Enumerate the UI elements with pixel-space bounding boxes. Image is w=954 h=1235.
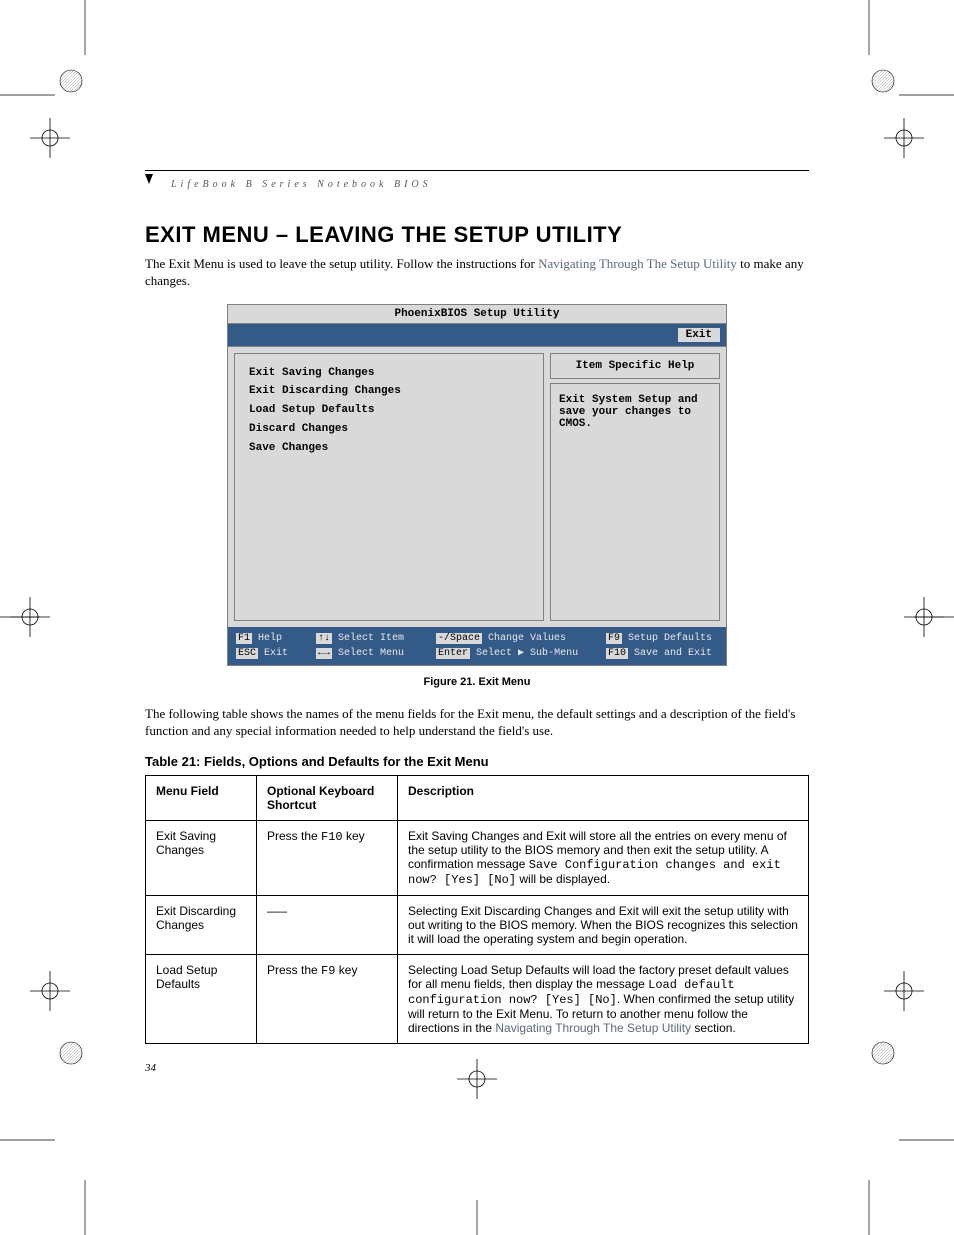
key-esc: ESC <box>236 648 258 659</box>
bios-footer: F1 Help ↑↓ Select Item -/Space Change Va… <box>228 627 726 665</box>
page-number: 34 <box>145 1062 809 1074</box>
key-arrows-ud: ↑↓ <box>316 633 332 644</box>
running-head-row: LifeBook B Series Notebook BIOS <box>145 174 809 192</box>
cell-menu-field: Exit Discarding Changes <box>146 895 257 954</box>
bios-menu-item: Save Changes <box>249 439 529 458</box>
cell-menu-field: Exit Saving Changes <box>146 820 257 895</box>
table-row: Load Setup Defaults Press the F9 key Sel… <box>146 954 809 1043</box>
bios-help-title: Item Specific Help <box>550 353 720 379</box>
bios-title: PhoenixBIOS Setup Utility <box>228 305 726 324</box>
header-rule <box>145 170 809 171</box>
bios-menu-item: Exit Saving Changes <box>249 364 529 383</box>
bios-screenshot: PhoenixBIOS Setup Utility Exit Exit Savi… <box>227 304 727 666</box>
table-title: Table 21: Fields, Options and Defaults f… <box>145 754 809 769</box>
bios-tab-bar: Exit <box>228 324 726 346</box>
col-header-description: Description <box>398 775 809 820</box>
bios-menu-item: Load Setup Defaults <box>249 401 529 420</box>
bios-menu-item: Exit Discarding Changes <box>249 382 529 401</box>
navigating-link[interactable]: Navigating Through The Setup Utility <box>538 256 737 271</box>
post-figure-paragraph: The following table shows the names of t… <box>145 706 809 740</box>
col-header-shortcut: Optional Keyboard Shortcut <box>257 775 398 820</box>
cell-menu-field: Load Setup Defaults <box>146 954 257 1043</box>
cell-description: Exit Saving Changes and Exit will store … <box>398 820 809 895</box>
header-tick-icon <box>145 174 153 184</box>
intro-paragraph: The Exit Menu is used to leave the setup… <box>145 256 809 290</box>
bios-tab-exit: Exit <box>678 328 720 342</box>
cell-description: Selecting Exit Discarding Changes and Ex… <box>398 895 809 954</box>
key-arrows-lr: ←→ <box>316 648 332 659</box>
table-row: Exit Saving Changes Press the F10 key Ex… <box>146 820 809 895</box>
bios-menu-item: Discard Changes <box>249 420 529 439</box>
figure-caption: Figure 21. Exit Menu <box>145 676 809 688</box>
running-head: LifeBook B Series Notebook BIOS <box>157 179 432 190</box>
bios-menu-panel: Exit Saving Changes Exit Discarding Chan… <box>234 353 544 621</box>
navigating-link[interactable]: Navigating Through The Setup Utility <box>495 1021 691 1035</box>
key-f9: F9 <box>606 633 622 644</box>
table-row: Exit Discarding Changes ––– Selecting Ex… <box>146 895 809 954</box>
key-f1: F1 <box>236 633 252 644</box>
bios-help-body: Exit System Setup and save your changes … <box>550 383 720 621</box>
fields-table: Menu Field Optional Keyboard Shortcut De… <box>145 775 809 1044</box>
cell-shortcut: ––– <box>257 895 398 954</box>
cell-description: Selecting Load Setup Defaults will load … <box>398 954 809 1043</box>
col-header-menu-field: Menu Field <box>146 775 257 820</box>
key-space: -/Space <box>436 633 482 644</box>
key-enter: Enter <box>436 648 470 659</box>
cell-shortcut: Press the F9 key <box>257 954 398 1043</box>
intro-text-a: The Exit Menu is used to leave the setup… <box>145 256 538 271</box>
cell-shortcut: Press the F10 key <box>257 820 398 895</box>
section-title: EXIT MENU – LEAVING THE SETUP UTILITY <box>145 222 809 248</box>
key-f10: F10 <box>606 648 628 659</box>
